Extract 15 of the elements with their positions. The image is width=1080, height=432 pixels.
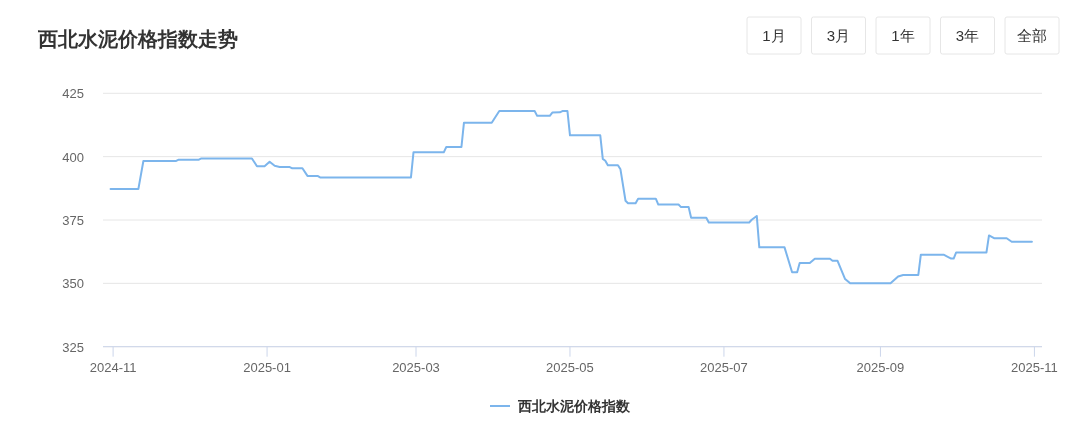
- x-tick-label: 2025-01: [243, 360, 291, 375]
- x-tick-label: 2025-11: [1011, 360, 1058, 375]
- x-tick-label: 2025-09: [856, 360, 905, 375]
- x-tick-label: 2025-07: [700, 360, 748, 375]
- y-tick-label: 350: [62, 276, 84, 292]
- legend-label: 西北水泥价格指数: [517, 398, 631, 414]
- x-tick-label: 2025-03: [392, 360, 440, 375]
- title: 西北水泥价格指数走势: [38, 28, 238, 50]
- y-tick-label: 400: [62, 149, 84, 165]
- y-tick-label: 425: [62, 86, 84, 102]
- legend: 西北水泥价格指数: [489, 398, 630, 414]
- y-tick-label: 325: [62, 339, 84, 355]
- y-tick-label: 375: [62, 213, 84, 228]
- x-tick-label: 2024-11: [89, 360, 137, 375]
- x-tick-label: 2025-05: [546, 360, 594, 375]
